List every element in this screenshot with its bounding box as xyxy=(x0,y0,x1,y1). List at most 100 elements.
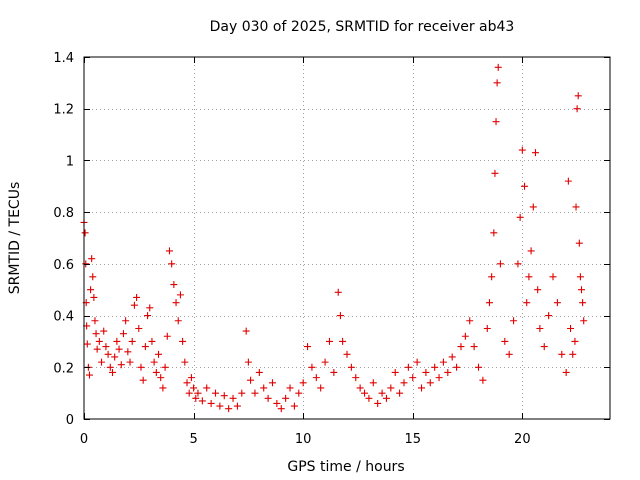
data-point xyxy=(126,358,134,366)
data-point xyxy=(150,358,158,366)
data-point xyxy=(260,384,268,392)
data-point xyxy=(400,379,408,387)
data-point xyxy=(139,376,147,384)
x-tick-label: 20 xyxy=(514,432,531,447)
data-point xyxy=(525,273,533,281)
data-point xyxy=(545,312,553,320)
data-point xyxy=(490,229,498,237)
data-point xyxy=(573,105,581,113)
data-point xyxy=(165,247,173,255)
data-point xyxy=(133,293,141,301)
data-point xyxy=(431,363,439,371)
data-point xyxy=(336,312,344,320)
data-point xyxy=(378,389,386,397)
data-point xyxy=(579,299,587,307)
data-point xyxy=(251,389,259,397)
data-point xyxy=(198,397,206,405)
data-point xyxy=(578,286,586,294)
data-point xyxy=(580,317,588,325)
data-point xyxy=(361,389,369,397)
data-point xyxy=(216,402,224,410)
data-point xyxy=(510,317,518,325)
data-point xyxy=(299,379,307,387)
data-point xyxy=(330,368,338,376)
data-point xyxy=(439,358,447,366)
data-point xyxy=(183,379,191,387)
y-tick-label: 0.2 xyxy=(53,361,74,376)
data-point xyxy=(334,288,342,296)
data-point xyxy=(374,399,382,407)
data-point xyxy=(225,405,233,413)
data-point xyxy=(146,304,154,312)
data-point xyxy=(83,340,91,348)
data-point xyxy=(448,353,456,361)
data-point xyxy=(148,337,156,345)
data-point xyxy=(255,368,263,376)
data-point xyxy=(492,118,500,126)
data-point xyxy=(536,325,544,332)
data-point xyxy=(531,149,539,157)
data-point xyxy=(339,337,347,345)
data-point xyxy=(95,337,103,345)
data-point xyxy=(190,384,198,392)
data-point xyxy=(356,384,364,392)
data-point xyxy=(396,389,404,397)
data-point xyxy=(564,177,572,185)
data-point xyxy=(157,374,165,382)
data-point xyxy=(268,379,276,387)
data-point xyxy=(282,394,290,402)
data-point xyxy=(325,337,333,345)
data-point xyxy=(382,394,390,402)
data-point xyxy=(365,394,373,402)
data-point xyxy=(444,368,452,376)
data-point xyxy=(277,405,285,413)
data-point xyxy=(137,363,145,371)
data-point xyxy=(152,368,160,376)
data-point xyxy=(391,368,399,376)
data-point xyxy=(155,350,163,358)
data-point xyxy=(207,399,215,407)
data-point xyxy=(435,374,443,382)
x-tick-label: 0 xyxy=(80,432,88,447)
data-point xyxy=(483,325,491,332)
data-point xyxy=(501,337,509,345)
data-point xyxy=(98,358,106,366)
data-point xyxy=(82,260,90,268)
data-point xyxy=(238,389,246,397)
data-point xyxy=(514,260,522,268)
data-point xyxy=(264,394,272,402)
data-point xyxy=(102,343,110,351)
y-tick-label: 1.4 xyxy=(53,51,74,66)
data-point xyxy=(92,330,100,338)
data-point xyxy=(534,286,542,294)
ticks xyxy=(84,57,610,420)
data-point xyxy=(518,146,526,154)
data-point xyxy=(558,350,566,358)
data-point xyxy=(488,273,496,281)
data-point xyxy=(576,273,584,281)
data-point xyxy=(304,343,312,351)
data-point xyxy=(312,374,320,382)
data-point xyxy=(529,203,537,211)
data-point xyxy=(290,402,298,410)
data-marks xyxy=(80,63,588,413)
data-point xyxy=(168,260,176,268)
data-point xyxy=(115,345,123,353)
data-point xyxy=(117,361,125,369)
data-point xyxy=(540,343,548,351)
data-point xyxy=(89,273,97,281)
data-point xyxy=(174,317,182,325)
y-tick-label: 0.4 xyxy=(53,310,74,325)
tick-labels: 0 5 10 15 20 0 0.2 0.4 0.6 0.8 1 1.2 1.4 xyxy=(53,51,530,447)
data-point xyxy=(413,358,421,366)
data-point xyxy=(505,350,513,358)
data-point xyxy=(88,255,96,263)
data-point xyxy=(461,332,469,340)
plot-frame xyxy=(83,56,611,420)
data-point xyxy=(404,363,412,371)
data-point xyxy=(87,286,95,294)
data-point xyxy=(553,299,561,307)
data-point xyxy=(569,350,577,358)
data-point xyxy=(571,337,579,345)
